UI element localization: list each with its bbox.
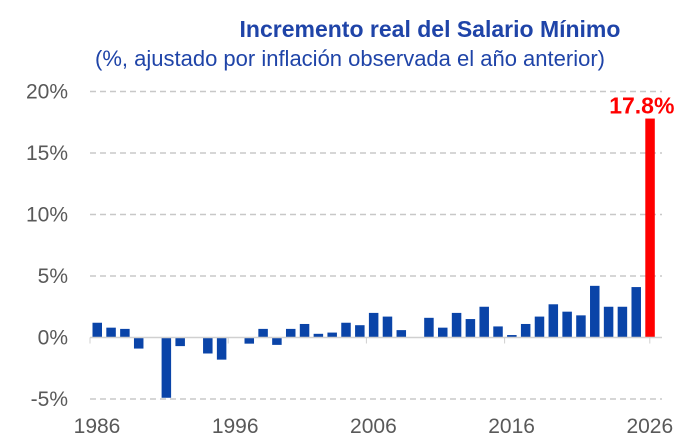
bar-2017 [520,323,531,338]
bar-1997 [244,337,255,344]
bar-2012 [451,312,462,338]
y-tick-label: 0% [38,327,68,350]
bar-2010 [424,317,434,338]
bar-2026 [645,118,655,338]
y-tick-label: -5% [31,388,68,411]
y-tick-label: 5% [38,265,68,288]
bar-2018 [534,316,545,338]
bar-2007 [382,316,393,338]
bar-2020 [562,311,572,338]
bar-2013 [465,319,476,338]
bar-2008 [396,330,407,338]
bar-2022 [590,285,600,338]
bar-2014 [479,306,489,338]
x-tick-label: 2006 [350,415,397,438]
x-tick-label: 1986 [74,415,121,438]
bar-2021 [576,315,586,338]
bar-1991 [161,337,172,398]
bar-2004 [341,322,351,338]
bar-2019 [548,304,559,338]
x-tick-label: 2026 [626,415,673,438]
bar-1988 [120,328,130,338]
bar-2006 [368,312,379,338]
bar-1995 [216,337,227,360]
y-tick-label: 15% [26,142,68,165]
chart-title: Incremento real del Salario Mínimo [239,16,621,42]
bar-2000 [285,328,296,338]
y-tick-label: 10% [26,204,68,227]
bar-1986 [92,322,102,338]
chart-subtitle: (%, ajustado por inflación observada el … [95,46,605,71]
bar-2025 [631,287,641,338]
bar-2023 [603,306,614,338]
bar-1989 [133,337,144,349]
bar-2005 [355,325,365,338]
bar-1994 [203,337,213,354]
bar-1998 [258,328,268,338]
bar-2016 [507,335,517,338]
data-label-2026: 17.8% [609,93,674,119]
bar-1987 [106,327,116,338]
y-tick-label: 20% [26,81,68,104]
x-tick-label: 1996 [212,415,259,438]
bar-2001 [299,323,310,338]
bar-2015 [493,326,503,338]
bar-2002 [313,333,324,338]
bar-2011 [438,327,448,338]
bar-1992 [175,337,185,347]
bar-2024 [617,306,628,338]
bar-2003 [327,332,337,338]
bar-1999 [272,337,282,345]
x-tick-label: 2016 [488,415,535,438]
